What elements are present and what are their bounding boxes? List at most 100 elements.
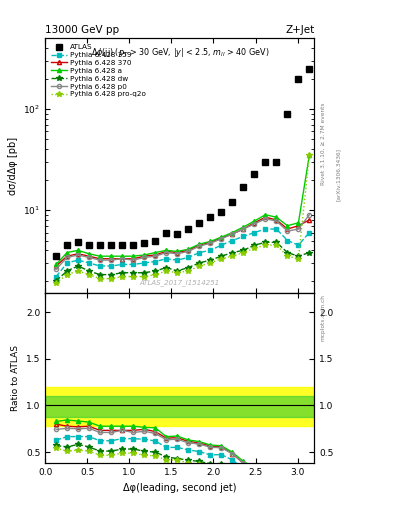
Pythia 6.428 a — [142, 252, 147, 258]
Pythia 6.428 dw — [175, 268, 180, 274]
Legend: ATLAS, Pythia 6.428 359, Pythia 6.428 370, Pythia 6.428 a, Pythia 6.428 dw, Pyth: ATLAS, Pythia 6.428 359, Pythia 6.428 37… — [49, 42, 148, 99]
Pythia 6.428 p0 — [109, 257, 114, 263]
Pythia 6.428 p0 — [120, 255, 125, 262]
Pythia 6.428 dw — [296, 253, 301, 259]
Pythia 6.428 dw — [164, 265, 169, 271]
Line: Pythia 6.428 p0: Pythia 6.428 p0 — [54, 212, 311, 271]
Pythia 6.428 pro-q2o — [109, 275, 114, 282]
Pythia 6.428 359 — [131, 261, 136, 267]
Pythia 6.428 359 — [97, 263, 102, 269]
Pythia 6.428 pro-q2o — [120, 273, 125, 280]
Pythia 6.428 a — [120, 253, 125, 259]
Pythia 6.428 359 — [175, 257, 180, 263]
Pythia 6.428 dw — [109, 271, 114, 278]
Pythia 6.428 370 — [208, 239, 213, 245]
ATLAS — [219, 209, 224, 216]
Pythia 6.428 p0 — [274, 218, 279, 224]
Pythia 6.428 dw — [120, 270, 125, 276]
Pythia 6.428 p0 — [54, 266, 59, 272]
Pythia 6.428 dw — [186, 265, 191, 271]
Pythia 6.428 p0 — [219, 236, 224, 242]
Pythia 6.428 p0 — [241, 226, 246, 232]
Pythia 6.428 pro-q2o — [131, 273, 136, 280]
Pythia 6.428 p0 — [65, 254, 70, 261]
Pythia 6.428 a — [164, 247, 169, 253]
Pythia 6.428 p0 — [186, 248, 191, 254]
Pythia 6.428 pro-q2o — [296, 255, 301, 262]
Pythia 6.428 pro-q2o — [164, 268, 169, 274]
Pythia 6.428 p0 — [230, 231, 235, 237]
Pythia 6.428 a — [307, 152, 312, 158]
Pythia 6.428 a — [186, 246, 191, 252]
ATLAS — [274, 159, 279, 165]
Pythia 6.428 370 — [164, 248, 169, 254]
Pythia 6.428 370 — [54, 263, 59, 269]
Pythia 6.428 359 — [65, 260, 70, 266]
Pythia 6.428 pro-q2o — [307, 152, 312, 158]
Pythia 6.428 pro-q2o — [274, 242, 279, 248]
Pythia 6.428 370 — [219, 235, 224, 241]
Text: [arXiv:1306.3436]: [arXiv:1306.3436] — [336, 147, 341, 201]
Pythia 6.428 370 — [142, 253, 147, 259]
Pythia 6.428 370 — [252, 220, 257, 226]
ATLAS — [54, 253, 59, 259]
Pythia 6.428 dw — [285, 249, 290, 255]
ATLAS — [153, 238, 158, 244]
ATLAS — [296, 76, 301, 82]
Pythia 6.428 359 — [296, 242, 301, 248]
ATLAS — [263, 159, 268, 165]
Pythia 6.428 a — [285, 223, 290, 229]
Pythia 6.428 370 — [274, 217, 279, 223]
Pythia 6.428 p0 — [142, 254, 147, 261]
Pythia 6.428 pro-q2o — [54, 280, 59, 286]
Pythia 6.428 359 — [230, 238, 235, 244]
ATLAS — [175, 231, 180, 237]
Pythia 6.428 a — [274, 214, 279, 220]
Line: Pythia 6.428 pro-q2o: Pythia 6.428 pro-q2o — [53, 153, 312, 286]
ATLAS — [307, 66, 312, 72]
Pythia 6.428 pro-q2o — [263, 242, 268, 248]
Pythia 6.428 359 — [208, 247, 213, 253]
Pythia 6.428 370 — [241, 226, 246, 232]
Y-axis label: Ratio to ATLAS: Ratio to ATLAS — [11, 346, 20, 411]
Pythia 6.428 a — [153, 249, 158, 255]
Line: Pythia 6.428 370: Pythia 6.428 370 — [54, 215, 311, 268]
Line: Pythia 6.428 359: Pythia 6.428 359 — [54, 227, 311, 279]
Line: Pythia 6.428 a: Pythia 6.428 a — [54, 153, 311, 267]
ATLAS — [164, 229, 169, 236]
ATLAS — [285, 111, 290, 117]
Pythia 6.428 pro-q2o — [230, 253, 235, 259]
Pythia 6.428 370 — [230, 231, 235, 237]
Pythia 6.428 370 — [175, 249, 180, 255]
Pythia 6.428 pro-q2o — [208, 260, 213, 266]
Pythia 6.428 359 — [197, 249, 202, 255]
Pythia 6.428 359 — [153, 259, 158, 265]
Pythia 6.428 359 — [164, 255, 169, 262]
ATLAS — [97, 242, 102, 248]
Line: ATLAS: ATLAS — [53, 66, 312, 259]
ATLAS — [131, 242, 136, 248]
Pythia 6.428 359 — [142, 260, 147, 266]
Pythia 6.428 p0 — [131, 257, 136, 263]
Pythia 6.428 dw — [208, 257, 213, 263]
Pythia 6.428 a — [97, 253, 102, 259]
Pythia 6.428 a — [65, 249, 70, 255]
Pythia 6.428 a — [241, 224, 246, 230]
Pythia 6.428 pro-q2o — [197, 263, 202, 269]
ATLAS — [252, 170, 257, 177]
ATLAS — [120, 242, 125, 248]
Pythia 6.428 359 — [274, 226, 279, 232]
Pythia 6.428 pro-q2o — [97, 275, 102, 282]
Pythia 6.428 359 — [120, 261, 125, 267]
Pythia 6.428 359 — [263, 226, 268, 232]
Pythia 6.428 359 — [285, 238, 290, 244]
Pythia 6.428 a — [54, 261, 59, 267]
Pythia 6.428 dw — [274, 239, 279, 245]
Pythia 6.428 dw — [86, 268, 91, 274]
Pythia 6.428 a — [296, 220, 301, 226]
Pythia 6.428 370 — [186, 247, 191, 253]
Pythia 6.428 pro-q2o — [252, 245, 257, 251]
Pythia 6.428 370 — [296, 223, 301, 229]
Pythia 6.428 p0 — [285, 228, 290, 234]
Pythia 6.428 p0 — [263, 216, 268, 222]
